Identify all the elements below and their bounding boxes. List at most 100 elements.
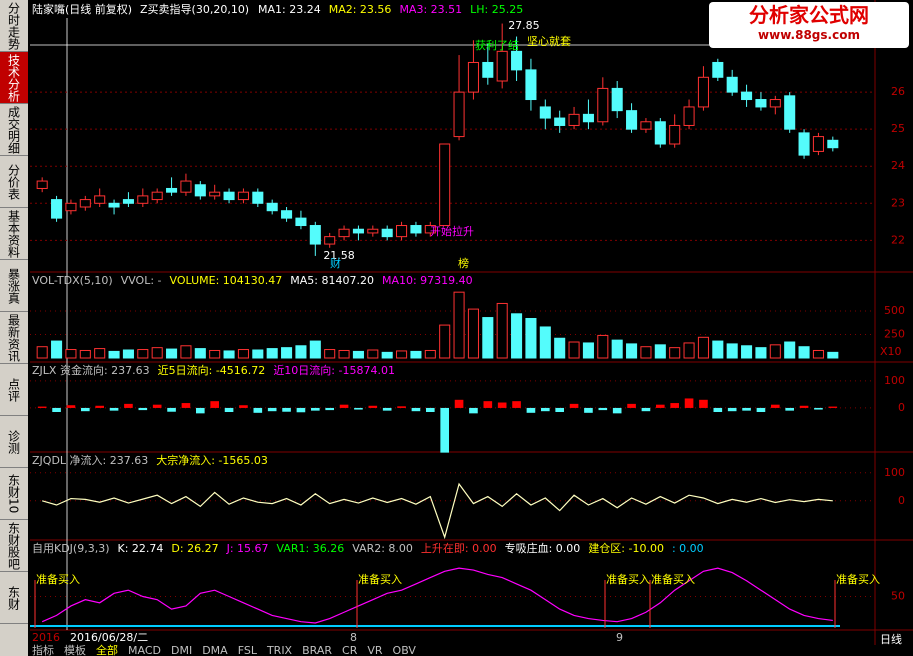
flow-bar xyxy=(684,398,694,408)
volume-bar xyxy=(626,343,638,359)
sidebar-tab[interactable]: 最新资讯 xyxy=(0,312,28,364)
bottom-tab[interactable]: 模板 xyxy=(64,643,86,656)
flow-bar xyxy=(311,407,320,411)
volume-bar xyxy=(194,348,206,359)
sidebar: 分时走势 技术分析 成交明细 分价表 基本资料 暴涨真 最新资讯 点评 诊测 东财10 东财股吧 东财 xyxy=(0,0,28,656)
volume-bar xyxy=(784,341,796,359)
sidebar-tab[interactable]: 分时走势 xyxy=(0,0,28,52)
y-tick-label: 100 xyxy=(884,374,905,387)
flow-bar xyxy=(454,399,464,408)
bottom-tab[interactable]: 全部 xyxy=(96,643,118,656)
candle-body xyxy=(424,225,436,234)
date-label: 9 xyxy=(616,631,623,644)
flow-bar xyxy=(37,406,47,408)
bottom-tab[interactable]: DMI xyxy=(171,644,192,656)
volume-bar xyxy=(525,317,537,359)
candle-body xyxy=(252,191,264,204)
sidebar-tab[interactable]: 成交明细 xyxy=(0,104,28,156)
volume-bar xyxy=(410,350,422,359)
candle-body xyxy=(712,61,724,78)
flow-bar xyxy=(397,406,406,408)
sidebar-tab[interactable]: 技术分析 xyxy=(0,52,28,104)
volume-bar xyxy=(453,291,465,359)
candle-body xyxy=(597,87,609,123)
annotation: 21.58 xyxy=(323,249,355,262)
volume-bar xyxy=(295,345,307,359)
volume-bar xyxy=(439,324,451,359)
logo-url: www.88gs.com xyxy=(758,28,860,42)
volume-bar xyxy=(180,345,192,359)
candle-body xyxy=(309,225,321,245)
flow-bar xyxy=(713,407,723,412)
bottom-tab[interactable]: TRIX xyxy=(266,644,293,656)
annotation: 榜 xyxy=(458,256,469,270)
volume-bar xyxy=(108,350,120,359)
bottom-tab[interactable]: FSL xyxy=(238,644,258,656)
flow-bar xyxy=(224,407,234,412)
bottom-tab[interactable]: CR xyxy=(342,644,358,656)
volume-bar xyxy=(539,326,551,359)
bottom-tab[interactable]: MACD xyxy=(128,644,161,656)
sidebar-tab[interactable]: 东财股吧 xyxy=(0,520,28,572)
flow-bar xyxy=(411,407,421,412)
flow-bar xyxy=(253,407,263,413)
volume-bar xyxy=(36,346,48,359)
flow-bar xyxy=(670,403,679,408)
flow-bar xyxy=(95,405,104,408)
candle-body xyxy=(338,228,350,238)
candle-body xyxy=(467,61,479,93)
sidebar-tab[interactable]: 基本资料 xyxy=(0,208,28,260)
volume-bar xyxy=(482,317,494,359)
volume-bar xyxy=(496,302,508,359)
volume-bar xyxy=(812,349,824,359)
legend-item: 近10日流向: -15874.01 xyxy=(273,363,395,377)
volume-bar xyxy=(669,347,681,359)
sidebar-tab[interactable]: 诊测 xyxy=(0,416,28,468)
candle-body xyxy=(295,217,307,227)
volume-bar xyxy=(209,349,221,359)
sidebar-tab[interactable]: 东财10 xyxy=(0,468,28,520)
sidebar-tab[interactable]: 分价表 xyxy=(0,156,28,208)
y-tick-label: 0 xyxy=(898,494,905,507)
legend-item: 专吸庄血: 0.00 xyxy=(505,541,581,555)
flow-bar xyxy=(81,407,90,412)
flow-bar xyxy=(828,406,838,408)
legend-item: MA3: 23.51 xyxy=(399,3,462,16)
legend-item: 大宗净流入: -1565.03 xyxy=(156,453,268,467)
candle-body xyxy=(654,121,666,145)
legend-item: VOLUME: 104130.47 xyxy=(170,274,283,287)
flow-bar xyxy=(52,407,61,412)
bottom-tab[interactable]: VR xyxy=(367,644,383,656)
flow-bar xyxy=(641,407,651,412)
candle-body xyxy=(453,91,465,138)
logo-name: 分析家公式网 xyxy=(749,3,869,27)
legend-item: : 0.00 xyxy=(672,542,704,555)
candle-body xyxy=(209,191,221,197)
bottom-tab[interactable]: DMA xyxy=(202,644,228,656)
volume-bar xyxy=(554,337,566,359)
flow-bar xyxy=(612,407,622,414)
legend-item: VOL-TDX(5,10) xyxy=(32,274,113,287)
bottom-tab[interactable]: OBV xyxy=(393,644,417,656)
sidebar-tab[interactable]: 暴涨真 xyxy=(0,260,28,312)
flow-bar xyxy=(354,407,363,410)
sidebar-tab[interactable]: 东财 xyxy=(0,572,28,624)
volume-bar xyxy=(51,340,63,359)
flow-bar xyxy=(483,401,493,408)
candle-body xyxy=(65,202,77,212)
sidebar-tab[interactable]: 点评 xyxy=(0,364,28,416)
flow-bar xyxy=(382,407,392,411)
volume-bar xyxy=(122,349,134,359)
volume-bar xyxy=(324,349,336,359)
bottom-tab[interactable]: BRAR xyxy=(302,644,332,656)
volume-bar xyxy=(769,344,781,359)
bottom-tab[interactable]: 指标 xyxy=(32,643,54,656)
candle-body xyxy=(281,210,293,219)
candle-body xyxy=(611,87,623,112)
volume-bar xyxy=(396,350,408,359)
y-tick-label: 25 xyxy=(891,122,905,135)
flow-bar xyxy=(426,407,435,412)
legend-item: K: 22.74 xyxy=(118,542,164,555)
